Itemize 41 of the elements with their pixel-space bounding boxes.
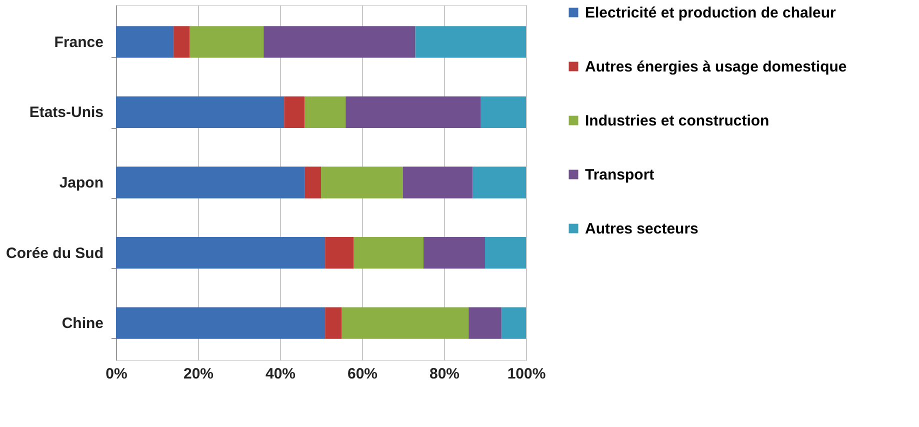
y-tick-label: Japon: [59, 174, 104, 192]
bar: [346, 96, 481, 128]
legend-label: Electricité et production de chaleur: [585, 4, 836, 22]
y-tick-label: Corée du Sud: [6, 244, 104, 262]
bar: [304, 166, 321, 198]
bar: [116, 166, 305, 198]
bar: [116, 307, 326, 339]
x-tick-label: 100%: [507, 366, 546, 382]
x-tick-label: 60%: [347, 366, 378, 382]
bar: [468, 307, 502, 339]
y-tick-label: France: [54, 34, 104, 51]
bar: [480, 96, 526, 128]
x-tick-label: 20%: [183, 366, 214, 382]
bar: [173, 26, 190, 58]
bar: [116, 96, 284, 128]
legend-label: Autres énergies à usage domestique: [585, 58, 847, 76]
bar: [321, 166, 403, 198]
bar: [116, 26, 174, 58]
bar: [284, 96, 305, 128]
legend-label: Transport: [585, 166, 654, 184]
legend-label: Autres secteurs: [585, 220, 698, 238]
x-tick-label: 0%: [106, 366, 128, 382]
y-tick-label: Etats-Unis: [29, 104, 104, 122]
bar: [472, 166, 526, 198]
x-tick-label: 40%: [265, 366, 296, 382]
bar: [342, 307, 469, 339]
bar: [415, 26, 526, 58]
bar: [354, 236, 424, 269]
x-tick-label: 80%: [429, 366, 460, 382]
legend-label: Industries et construction: [585, 112, 770, 130]
bar: [403, 166, 473, 198]
bar: [190, 26, 264, 58]
bar: [325, 307, 342, 339]
bar: [325, 236, 354, 269]
bar: [424, 236, 485, 269]
bar: [501, 307, 526, 339]
y-tick-label: Chine: [62, 315, 104, 332]
bar: [304, 96, 346, 128]
bar: [116, 236, 326, 269]
bar: [264, 26, 416, 58]
bar: [485, 236, 526, 269]
